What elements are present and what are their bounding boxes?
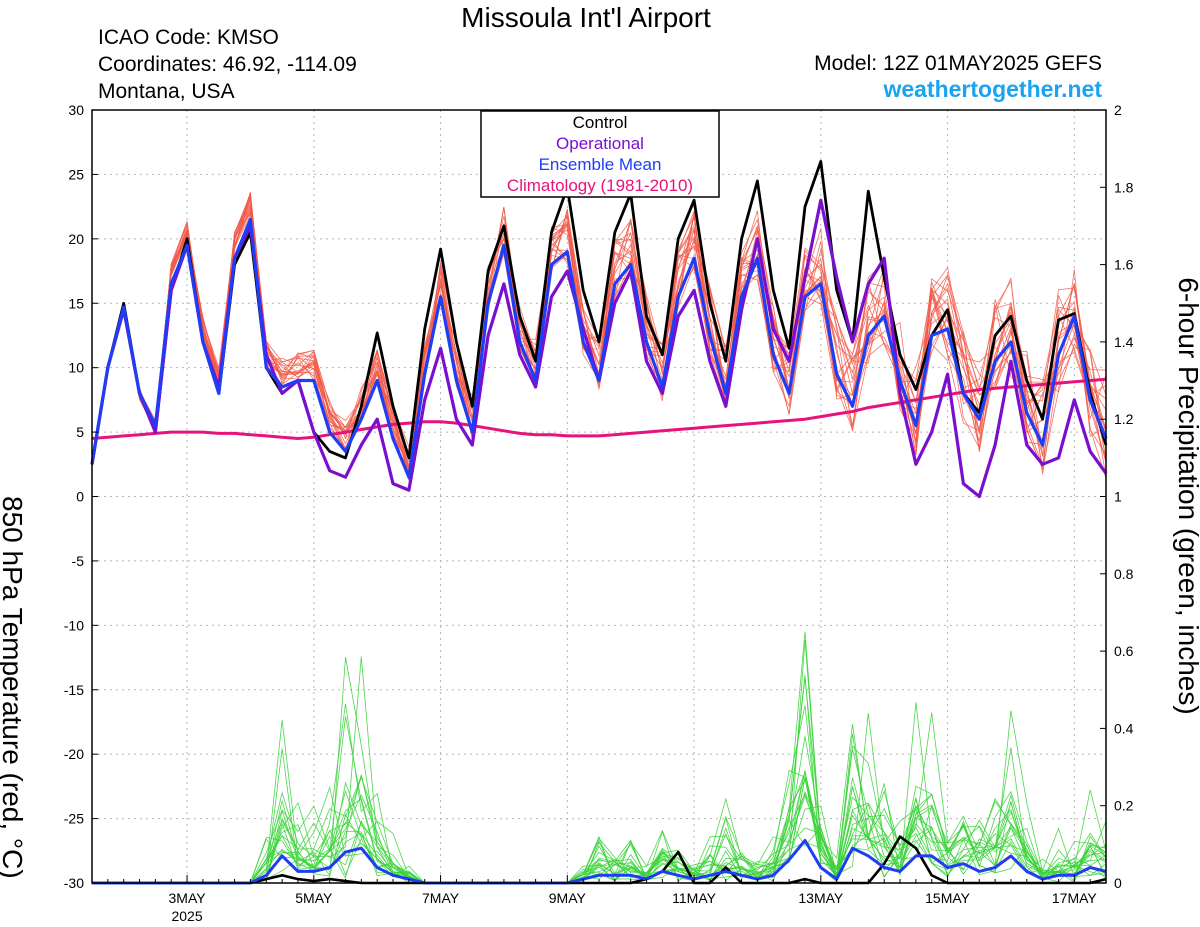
gridlines (92, 110, 1106, 883)
legend-box (480, 110, 720, 198)
precip-member-line (92, 674, 1107, 884)
precip-member-line (92, 733, 1107, 884)
x-tick-label: 5MAY (295, 890, 333, 906)
chart-title: Missoula Int'l Airport (461, 2, 711, 33)
legend: Control Operational Ensemble Mean Climat… (480, 110, 720, 198)
y2-tick-label: 1.6 (1114, 257, 1134, 273)
y-tick-label: -20 (64, 746, 84, 762)
site-link[interactable]: weathertogether.net (883, 76, 1102, 102)
y-tick-label: 30 (68, 102, 84, 118)
precip-member-line (92, 720, 1107, 884)
y2-tick-label: 1 (1114, 489, 1122, 505)
y-tick-label: 15 (68, 295, 84, 311)
precip-member-line (92, 790, 1107, 884)
legend-control: Control (573, 113, 628, 132)
coordinates: Coordinates: 46.92, -114.09 (98, 53, 357, 76)
ensemble-mean-precip-line (92, 839, 1107, 885)
y2-tick-label: 1.8 (1114, 179, 1134, 195)
x-tick-label: 9MAY (549, 890, 587, 906)
x-tick-label: 11MAY (672, 890, 716, 906)
y-tick-label: -25 (64, 811, 84, 827)
y-tick-label: -15 (64, 682, 84, 698)
y-tick-label: 10 (68, 360, 84, 376)
legend-mean: Ensemble Mean (539, 155, 662, 174)
y2-tick-label: 0.2 (1114, 798, 1134, 814)
year-label: 2025 (171, 908, 202, 924)
x-tick-label: 17MAY (1052, 890, 1098, 906)
y-tick-label: 0 (76, 489, 84, 505)
y-tick-label: 5 (76, 424, 84, 440)
x-tick-label: 7MAY (422, 890, 460, 906)
model-run: Model: 12Z 01MAY2025 GEFS (814, 52, 1102, 75)
y2-tick-label: 0 (1114, 875, 1122, 891)
y-tick-label: -5 (72, 553, 85, 569)
y-tick-label: -10 (64, 617, 84, 633)
x-tick-label: 15MAY (925, 890, 971, 906)
precip-member-line (92, 705, 1107, 884)
y2-tick-label: 0.6 (1114, 643, 1134, 659)
y2-tick-label: 2 (1114, 102, 1122, 118)
precip-member-line (92, 656, 1107, 884)
precip-member-line (92, 703, 1107, 884)
precip-member-line (92, 716, 1107, 884)
temp-member-line (91, 197, 1107, 463)
x-tick-label: 3MAY (169, 890, 207, 906)
legend-operational: Operational (556, 134, 644, 153)
ensemble-mean-temp-line (90, 217, 1108, 479)
ensemble-members (91, 192, 1107, 884)
climatology-temp-line (91, 377, 1107, 440)
y-tick-label: 25 (68, 166, 84, 182)
precip-member-line (92, 702, 1107, 884)
y2-tick-label: 1.2 (1114, 411, 1134, 427)
icao-code: ICAO Code: KMSO (98, 26, 279, 49)
axes: 302520151050-5-10-15-20-25-3021.81.61.41… (64, 102, 1134, 924)
precip-member-line (92, 713, 1107, 884)
plot-frame (91, 109, 1107, 884)
y-tick-label: 20 (68, 231, 84, 247)
y-tick-label: -30 (64, 875, 84, 891)
series-lines (90, 160, 1108, 885)
x-tick-label: 13MAY (798, 890, 844, 906)
region: Montana, USA (98, 80, 235, 103)
y2-tick-label: 1.4 (1114, 334, 1134, 350)
y2-tick-label: 0.8 (1114, 566, 1134, 582)
y2-tick-label: 0.4 (1114, 720, 1134, 736)
legend-climatology: Climatology (1981-2010) (507, 176, 693, 195)
